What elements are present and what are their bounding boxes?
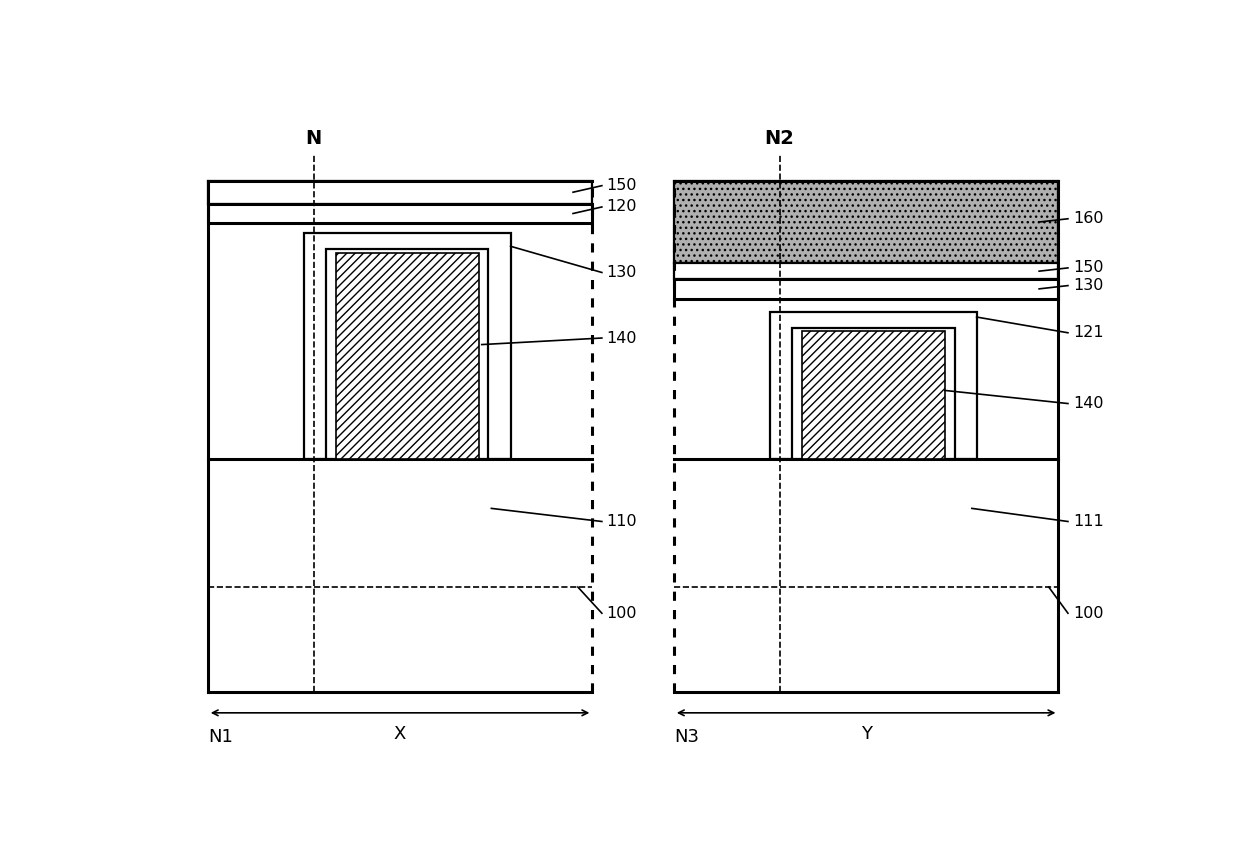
Text: 150: 150	[606, 178, 637, 193]
Text: 130: 130	[1073, 278, 1104, 293]
Text: 111: 111	[1073, 514, 1104, 529]
Bar	[675, 180, 1058, 692]
Bar	[208, 203, 593, 223]
Bar	[675, 279, 1058, 299]
Bar	[336, 253, 479, 460]
Bar	[208, 460, 593, 692]
Bar	[675, 299, 1058, 460]
Bar	[675, 460, 1058, 692]
Bar	[208, 180, 593, 203]
Text: 110: 110	[606, 514, 637, 529]
Text: 100: 100	[606, 606, 637, 620]
Text: Y: Y	[861, 725, 872, 743]
Bar	[304, 233, 511, 460]
Bar	[802, 332, 945, 460]
Text: 130: 130	[606, 265, 637, 280]
Text: X: X	[394, 725, 407, 743]
Bar	[675, 180, 1058, 263]
Text: 140: 140	[1073, 396, 1104, 411]
Text: 140: 140	[606, 330, 637, 346]
Text: 120: 120	[606, 199, 637, 214]
Bar	[675, 263, 1058, 279]
Text: N2: N2	[765, 129, 795, 148]
Bar	[208, 223, 593, 460]
Text: N: N	[305, 129, 321, 148]
Text: 100: 100	[1073, 606, 1104, 620]
Text: N3: N3	[675, 728, 699, 746]
Text: 160: 160	[1073, 211, 1104, 226]
Text: 150: 150	[1073, 260, 1104, 276]
Bar	[792, 328, 955, 460]
Text: 121: 121	[1073, 325, 1104, 340]
Text: N1: N1	[208, 728, 233, 746]
Bar	[326, 248, 489, 460]
Bar	[770, 311, 977, 460]
Bar	[208, 180, 593, 692]
